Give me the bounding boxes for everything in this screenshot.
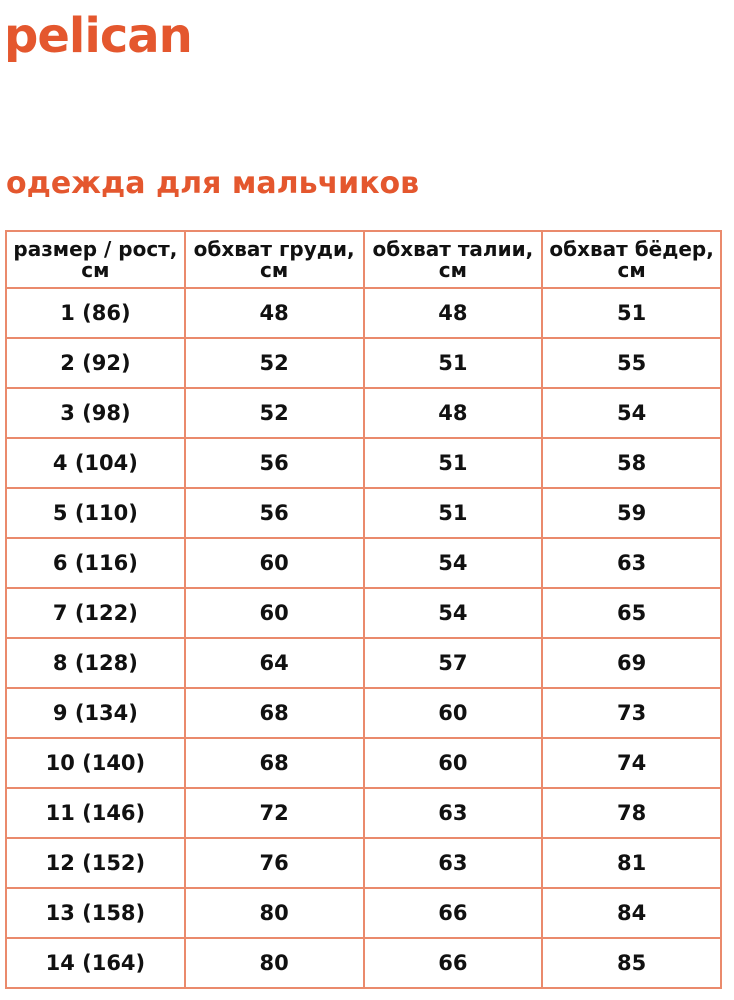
- table-row: 2 (92) 52 51 55: [5, 337, 722, 389]
- table-cell: 63: [362, 837, 544, 889]
- table-cell: 6 (116): [5, 537, 186, 589]
- table-cell: 73: [541, 687, 722, 739]
- table-cell: 52: [183, 337, 365, 389]
- table-cell: 85: [541, 937, 722, 989]
- table-cell: 80: [183, 937, 365, 989]
- table-cell: 72: [183, 787, 365, 839]
- table-cell: 74: [541, 737, 722, 789]
- table-cell: 68: [183, 737, 365, 789]
- table-cell: 81: [541, 837, 722, 889]
- table-cell: 84: [541, 887, 722, 939]
- table-cell: 60: [362, 737, 544, 789]
- table-cell: 76: [183, 837, 365, 889]
- table-row: 8 (128) 64 57 69: [5, 637, 722, 689]
- table-row: 12 (152) 76 63 81: [5, 837, 722, 889]
- brand-logo: pelican: [4, 8, 193, 64]
- table-cell: 69: [541, 637, 722, 689]
- table-cell: 57: [362, 637, 544, 689]
- table-cell: 60: [183, 587, 365, 639]
- table-cell: 56: [183, 437, 365, 489]
- table-cell: 12 (152): [5, 837, 186, 889]
- table-cell: 59: [541, 487, 722, 539]
- table-cell: 13 (158): [5, 887, 186, 939]
- table-row: 6 (116) 60 54 63: [5, 537, 722, 589]
- table-cell: 63: [541, 537, 722, 589]
- table-row: 9 (134) 68 60 73: [5, 687, 722, 739]
- table-cell: 51: [362, 487, 544, 539]
- table-cell: 63: [362, 787, 544, 839]
- table-row: 7 (122) 60 54 65: [5, 587, 722, 639]
- table-cell: 55: [541, 337, 722, 389]
- table-cell: 66: [362, 887, 544, 939]
- table-cell: 8 (128): [5, 637, 186, 689]
- table-cell: 4 (104): [5, 437, 186, 489]
- column-header: обхват груди, см: [183, 230, 365, 289]
- page-title: одежда для мальчиков: [6, 166, 420, 201]
- table-cell: 1 (86): [5, 287, 186, 339]
- table-cell: 48: [362, 287, 544, 339]
- table-cell: 48: [362, 387, 544, 439]
- table-row: 4 (104) 56 51 58: [5, 437, 722, 489]
- column-header: обхват бёдер, см: [541, 230, 722, 289]
- table-cell: 64: [183, 637, 365, 689]
- table-cell: 54: [362, 587, 544, 639]
- table-cell: 51: [362, 437, 544, 489]
- table-row: 11 (146) 72 63 78: [5, 787, 722, 839]
- table-row: 1 (86) 48 48 51: [5, 287, 722, 339]
- table-row: 13 (158) 80 66 84: [5, 887, 722, 939]
- table-cell: 58: [541, 437, 722, 489]
- table-cell: 5 (110): [5, 487, 186, 539]
- table-header-row: размер / рост, см обхват груди, см обхват …: [5, 230, 722, 289]
- table-cell: 60: [183, 537, 365, 589]
- table-cell: 65: [541, 587, 722, 639]
- column-header: обхват талии, см: [362, 230, 544, 289]
- table-cell: 11 (146): [5, 787, 186, 839]
- table-cell: 54: [362, 537, 544, 589]
- table-cell: 52: [183, 387, 365, 439]
- table-cell: 51: [362, 337, 544, 389]
- table-cell: 7 (122): [5, 587, 186, 639]
- table-row: 10 (140) 68 60 74: [5, 737, 722, 789]
- table-cell: 78: [541, 787, 722, 839]
- table-cell: 9 (134): [5, 687, 186, 739]
- table-cell: 80: [183, 887, 365, 939]
- table-cell: 66: [362, 937, 544, 989]
- table-cell: 68: [183, 687, 365, 739]
- table-cell: 14 (164): [5, 937, 186, 989]
- table-cell: 48: [183, 287, 365, 339]
- table-row: 3 (98) 52 48 54: [5, 387, 722, 439]
- column-header: размер / рост, см: [5, 230, 186, 289]
- table-cell: 60: [362, 687, 544, 739]
- size-table: размер / рост, см обхват груди, см обхват …: [5, 230, 722, 989]
- table-cell: 3 (98): [5, 387, 186, 439]
- table-cell: 2 (92): [5, 337, 186, 389]
- table-cell: 10 (140): [5, 737, 186, 789]
- table-row: 14 (164) 80 66 85: [5, 937, 722, 989]
- table-cell: 51: [541, 287, 722, 339]
- table-cell: 56: [183, 487, 365, 539]
- table-row: 5 (110) 56 51 59: [5, 487, 722, 539]
- table-cell: 54: [541, 387, 722, 439]
